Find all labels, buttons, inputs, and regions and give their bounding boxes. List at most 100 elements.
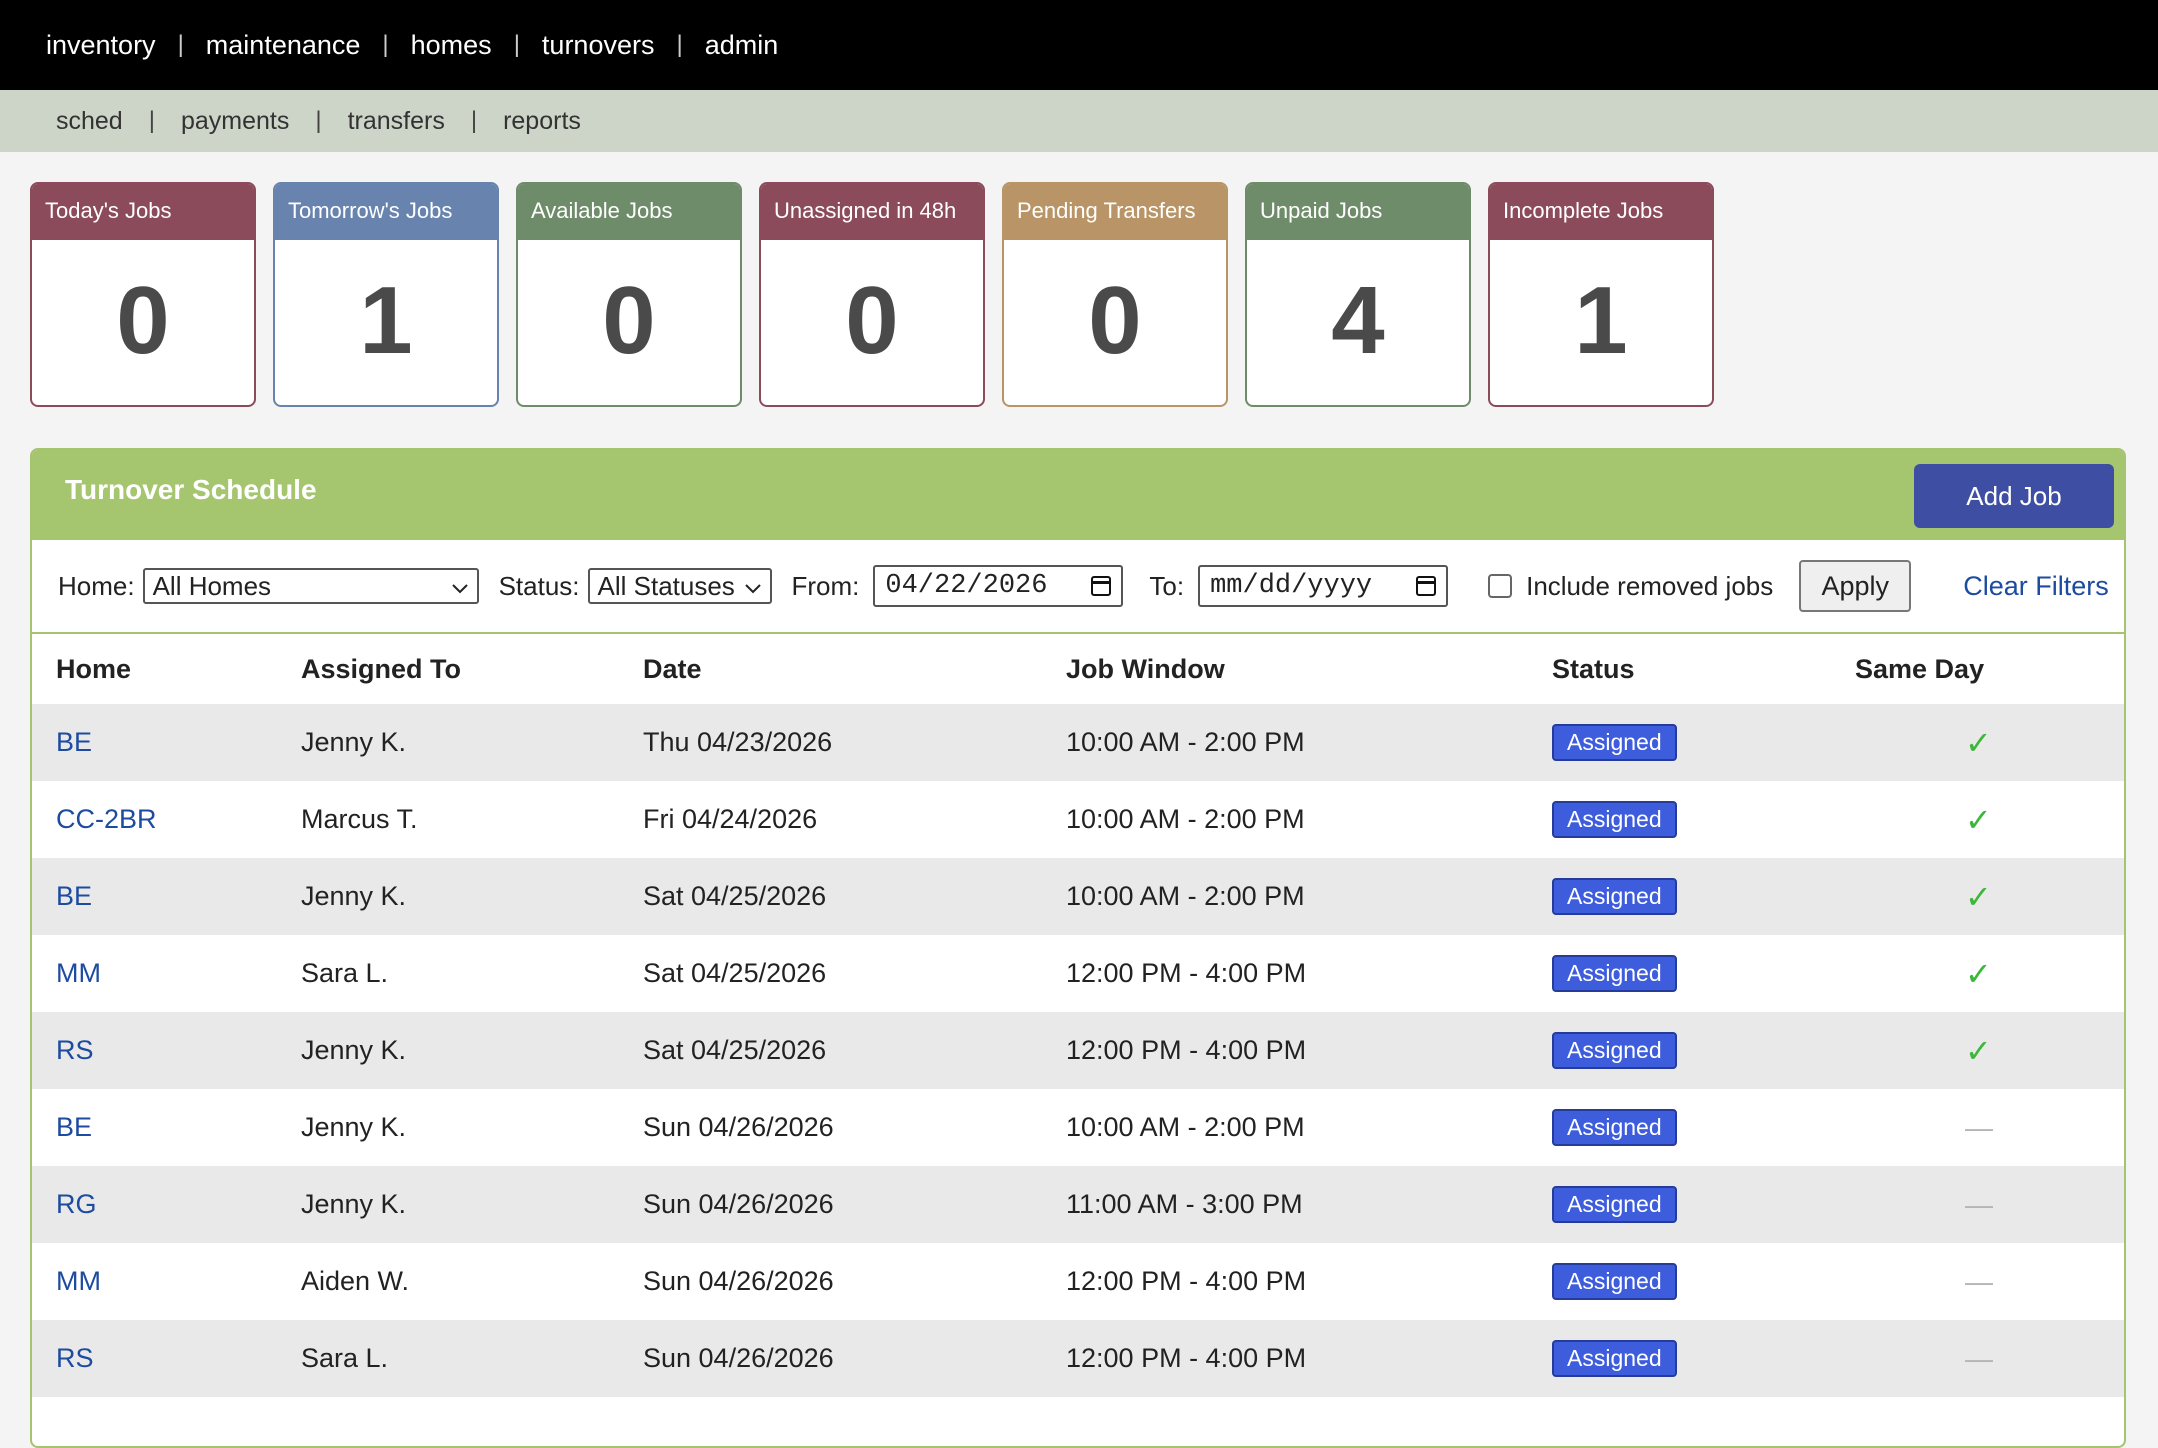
card-unpaid-jobs[interactable]: Unpaid Jobs 4 <box>1245 182 1471 407</box>
column-home[interactable]: Home <box>56 653 132 684</box>
status-badge: Assigned <box>1552 1186 1677 1223</box>
card-todays-jobs[interactable]: Today's Jobs 0 <box>30 182 256 407</box>
home-link[interactable]: RG <box>56 1189 97 1219</box>
column-same-day[interactable]: Same Day <box>1855 653 1985 684</box>
card-incomplete-jobs[interactable]: Incomplete Jobs 1 <box>1488 182 1714 407</box>
card-value: 0 <box>845 266 899 374</box>
home-link[interactable]: MM <box>56 1266 101 1296</box>
subnav-separator: | <box>148 107 155 134</box>
nav-separator: | <box>513 31 520 58</box>
column-status[interactable]: Status <box>1552 653 1635 684</box>
column-job-window[interactable]: Job Window <box>1066 653 1225 684</box>
assigned-to-cell: Jenny K. <box>301 1035 407 1065</box>
from-filter-label: From: <box>791 570 860 601</box>
assigned-to-cell: Jenny K. <box>301 1189 407 1219</box>
to-date-placeholder: mm/dd/yyyy <box>1210 571 1373 601</box>
home-select-value: All Homes <box>152 570 272 601</box>
filter-bar: Home: All Homes Status: All Statuses Fro… <box>32 540 2124 634</box>
clear-filters-link[interactable]: Clear Filters <box>1963 570 2109 601</box>
home-link[interactable]: RS <box>56 1035 94 1065</box>
status-badge: Assigned <box>1552 1263 1677 1300</box>
table-row: BE Jenny K. Sun 04/26/2026 10:00 AM - 2:00 … <box>32 1089 2124 1166</box>
nav-maintenance[interactable]: maintenance <box>205 29 361 60</box>
table-row: RS Jenny K. Sat 04/25/2026 12:00 PM - 4:00 … <box>32 1012 2124 1089</box>
date-cell: Sat 04/25/2026 <box>643 881 827 911</box>
table-row: RG Jenny K. Sun 04/26/2026 11:00 AM - 3:00 … <box>32 1166 2124 1243</box>
table-row: CC-2BR Marcus T. Fri 04/24/2026 10:00 AM - … <box>32 781 2124 858</box>
home-link[interactable]: BE <box>56 1112 93 1142</box>
home-select[interactable]: All Homes <box>142 568 479 604</box>
status-badge: Assigned <box>1552 1109 1677 1146</box>
home-link[interactable]: MM <box>56 958 101 988</box>
date-cell: Sat 04/25/2026 <box>643 958 827 988</box>
home-link[interactable]: CC-2BR <box>56 804 157 834</box>
subnav-reports[interactable]: reports <box>503 106 581 135</box>
to-date-input[interactable]: mm/dd/yyyy <box>1198 565 1449 607</box>
calendar-icon[interactable] <box>1091 576 1112 596</box>
job-window-cell: 10:00 AM - 2:00 PM <box>1066 1112 1305 1142</box>
assigned-to-cell: Sara L. <box>301 958 389 988</box>
sub-nav: sched | payments | transfers | reports <box>0 90 2158 152</box>
card-label: Pending Transfers <box>1004 184 1226 240</box>
card-tomorrows-jobs[interactable]: Tomorrow's Jobs 1 <box>273 182 499 407</box>
nav-homes[interactable]: homes <box>410 29 492 60</box>
nav-admin[interactable]: admin <box>704 29 779 60</box>
column-date[interactable]: Date <box>643 653 702 684</box>
apply-button[interactable]: Apply <box>1799 560 1912 612</box>
card-label: Today's Jobs <box>32 184 254 240</box>
chevron-down-icon <box>451 571 469 602</box>
date-cell: Sun 04/26/2026 <box>643 1343 834 1373</box>
column-assigned-to[interactable]: Assigned To <box>301 653 462 684</box>
card-value: 1 <box>359 266 413 374</box>
card-label: Incomplete Jobs <box>1490 184 1712 240</box>
card-value: 4 <box>1331 266 1385 374</box>
card-value: 1 <box>1574 266 1628 374</box>
panel-title: Turnover Schedule <box>65 474 317 505</box>
status-badge: Assigned <box>1552 801 1677 838</box>
status-badge: Assigned <box>1552 724 1677 761</box>
assigned-to-cell: Aiden W. <box>301 1266 410 1296</box>
subnav-payments[interactable]: payments <box>180 106 290 135</box>
card-available-jobs[interactable]: Available Jobs 0 <box>516 182 742 407</box>
home-filter-label: Home: <box>58 570 135 601</box>
date-cell: Sun 04/26/2026 <box>643 1266 834 1296</box>
nav-inventory[interactable]: inventory <box>46 29 156 60</box>
calendar-icon[interactable] <box>1416 576 1437 596</box>
job-window-cell: 12:00 PM - 4:00 PM <box>1066 1035 1307 1065</box>
from-date-input[interactable]: 04/22/2026 <box>873 565 1124 607</box>
include-removed-checkbox[interactable] <box>1488 574 1513 598</box>
subnav-transfers[interactable]: transfers <box>347 106 445 135</box>
table-header-row: Home Assigned To Date Job Window Status … <box>32 634 2124 704</box>
home-link[interactable]: BE <box>56 727 93 757</box>
assigned-to-cell: Jenny K. <box>301 1112 407 1142</box>
add-job-button[interactable]: Add Job <box>1914 464 2114 528</box>
date-cell: Fri 04/24/2026 <box>643 804 818 834</box>
checkmark-icon: ✓ <box>1965 724 1992 761</box>
card-pending-transfers[interactable]: Pending Transfers 0 <box>1002 182 1228 407</box>
table-row: BE Jenny K. Thu 04/23/2026 10:00 AM - 2:00 … <box>32 704 2124 781</box>
card-value: 0 <box>602 266 656 374</box>
subnav-separator: | <box>315 107 322 134</box>
nav-turnovers[interactable]: turnovers <box>541 29 655 60</box>
card-label: Tomorrow's Jobs <box>275 184 497 240</box>
date-cell: Sat 04/25/2026 <box>643 1035 827 1065</box>
nav-separator: | <box>177 31 184 58</box>
status-select[interactable]: All Statuses <box>587 568 772 604</box>
job-window-cell: 12:00 PM - 4:00 PM <box>1066 1343 1307 1373</box>
turnover-schedule-panel: Turnover Schedule Add Job Home: All Home… <box>30 448 2126 1448</box>
card-unassigned-48h[interactable]: Unassigned in 48h 0 <box>759 182 985 407</box>
subnav-sched[interactable]: sched <box>56 106 123 135</box>
home-link[interactable]: BE <box>56 881 93 911</box>
status-select-value: All Statuses <box>597 570 735 601</box>
assigned-to-cell: Jenny K. <box>301 881 407 911</box>
status-badge: Assigned <box>1552 955 1677 992</box>
status-badge: Assigned <box>1552 878 1677 915</box>
dash-icon: — <box>1965 1265 1993 1297</box>
home-link[interactable]: RS <box>56 1343 94 1373</box>
from-date-value: 04/22/2026 <box>885 571 1048 601</box>
date-cell: Sun 04/26/2026 <box>643 1189 834 1219</box>
to-filter-label: To: <box>1149 570 1185 601</box>
status-filter-label: Status: <box>498 570 580 601</box>
summary-cards: Today's Jobs 0 Tomorrow's Jobs 1 Availab… <box>30 182 1714 407</box>
card-label: Unpaid Jobs <box>1247 184 1469 240</box>
